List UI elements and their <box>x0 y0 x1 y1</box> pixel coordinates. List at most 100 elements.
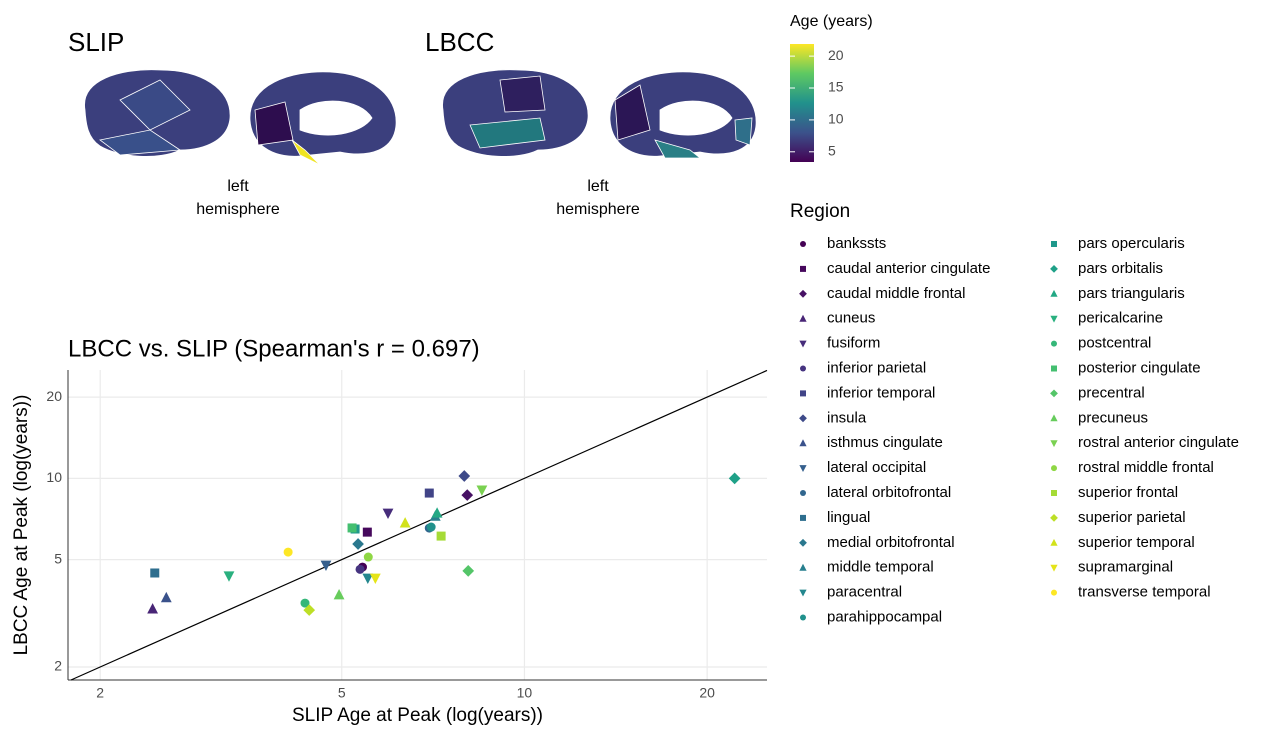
data-point <box>347 523 357 533</box>
data-point <box>363 552 373 562</box>
hemisphere-side: left <box>587 178 609 195</box>
legend-label: superior temporal <box>1078 534 1195 551</box>
legend-label: lateral orbitofrontal <box>827 484 951 501</box>
legend-swatch <box>1050 538 1058 546</box>
legend-label: paracentral <box>827 584 902 601</box>
legend-swatch <box>800 490 806 496</box>
legend-label: inferior parietal <box>827 359 926 376</box>
legend-label: cuneus <box>827 310 875 327</box>
legend-swatch <box>1050 414 1058 422</box>
legend-label: pars orbitalis <box>1078 260 1163 277</box>
y-tick-label: 2 <box>54 658 62 674</box>
legend-swatch <box>799 563 807 571</box>
legend-label: pars opercularis <box>1078 235 1185 252</box>
brain-lbcc <box>442 69 757 159</box>
legend-label: rostral anterior cingulate <box>1078 434 1239 451</box>
data-point <box>352 538 364 550</box>
legend-swatch <box>1050 440 1058 448</box>
legend-swatch <box>1051 365 1057 372</box>
legend-swatch <box>1050 265 1058 273</box>
data-point <box>150 568 160 578</box>
legend-label: parahippocampal <box>827 608 942 625</box>
legend-label: pericalcarine <box>1078 310 1163 327</box>
legend-swatch <box>1051 340 1057 347</box>
legend-swatch <box>800 241 806 247</box>
legend-label: fusiform <box>827 335 880 352</box>
panel-title: LBCC <box>425 27 494 57</box>
x-tick-label: 10 <box>517 685 533 701</box>
colorbar-tick-label: 10 <box>828 111 844 127</box>
legend-label: posterior cingulate <box>1078 359 1201 376</box>
data-point <box>355 564 365 574</box>
legend-swatch <box>799 340 807 348</box>
x-tick-label: 5 <box>338 685 346 701</box>
legend-label: lingual <box>827 509 870 526</box>
data-point <box>426 522 436 532</box>
x-tick-label: 20 <box>699 685 715 701</box>
legend-label: precuneus <box>1078 409 1148 426</box>
data-point <box>476 485 488 496</box>
colorbar-tick-label: 20 <box>828 47 844 63</box>
legend-swatch <box>799 589 807 597</box>
legend-label: insula <box>827 409 867 426</box>
data-point <box>300 598 310 608</box>
legend-label: postcentral <box>1078 335 1151 352</box>
x-tick-label: 2 <box>96 685 104 701</box>
data-point <box>369 573 381 584</box>
legend-swatch <box>799 414 807 423</box>
panel-title: SLIP <box>68 27 124 57</box>
data-point <box>333 589 345 600</box>
colorbar-tick-label: 15 <box>828 79 844 95</box>
legend-swatch <box>1050 315 1058 323</box>
y-tick-label: 20 <box>46 388 62 404</box>
legend-swatch <box>800 365 806 372</box>
data-point <box>431 507 443 518</box>
data-point <box>147 603 159 614</box>
data-point <box>728 472 741 485</box>
legend-label: superior frontal <box>1078 484 1178 501</box>
legend-title: Region <box>790 201 850 222</box>
legend-label: inferior temporal <box>827 384 935 401</box>
legend-swatch <box>800 514 806 521</box>
legend-label: middle temporal <box>827 559 934 576</box>
legend-swatch <box>799 465 807 472</box>
chart-title: LBCC vs. SLIP (Spearman's r = 0.697) <box>68 335 480 362</box>
legend-label: caudal middle frontal <box>827 285 965 302</box>
legend-swatch <box>1050 514 1058 522</box>
data-point <box>283 547 293 557</box>
y-tick-label: 10 <box>46 469 62 485</box>
legend-swatch <box>1051 241 1057 247</box>
data-point <box>458 470 471 482</box>
legend-label: medial orbitofrontal <box>827 534 955 551</box>
hemisphere-caption: hemisphere <box>556 201 640 218</box>
legend-swatch <box>799 439 807 447</box>
data-point <box>223 571 235 582</box>
y-tick-label: 5 <box>54 550 62 566</box>
y-axis-label: LBCC Age at Peak (log(years)) <box>11 395 32 656</box>
data-point <box>362 573 374 584</box>
data-point <box>362 527 372 537</box>
legend-swatch <box>800 390 806 397</box>
data-point <box>436 531 446 541</box>
legend-label: supramarginal <box>1078 559 1173 576</box>
colorbar-tick-label: 5 <box>828 142 836 158</box>
legend-swatch <box>799 538 807 547</box>
legend-swatch <box>800 265 806 272</box>
legend-swatch <box>800 614 806 621</box>
data-point <box>382 508 394 520</box>
x-axis-label: SLIP Age at Peak (log(years)) <box>292 705 543 726</box>
legend-swatch <box>799 314 807 322</box>
legend-label: bankssts <box>827 235 886 252</box>
legend-label: lateral occipital <box>827 459 926 476</box>
legend-label: caudal anterior cingulate <box>827 260 990 277</box>
data-point <box>160 591 172 603</box>
legend-swatch <box>1051 490 1057 496</box>
legend-swatch <box>1051 589 1057 596</box>
legend-swatch <box>1050 564 1058 572</box>
data-point <box>303 604 316 616</box>
legend-swatch <box>1051 465 1057 472</box>
legend-label: pars triangularis <box>1078 285 1185 302</box>
hemisphere-side: left <box>227 178 249 195</box>
identity-line <box>70 369 768 681</box>
